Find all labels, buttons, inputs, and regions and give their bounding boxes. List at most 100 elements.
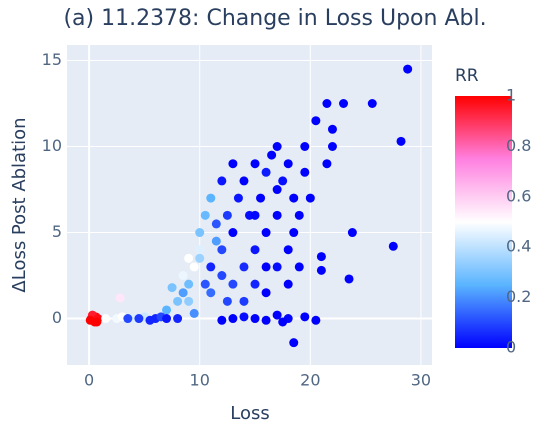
point — [272, 262, 282, 272]
point — [101, 314, 111, 324]
point — [289, 193, 299, 203]
x-tick-label: 10 — [190, 371, 210, 390]
point — [250, 314, 260, 324]
point — [294, 262, 304, 272]
y-tick-label: 5 — [52, 222, 62, 241]
point — [228, 314, 238, 324]
point — [403, 64, 413, 74]
colorbar-tick-label: 0 — [506, 338, 516, 357]
x-tick-label: 20 — [300, 371, 320, 390]
point — [272, 210, 282, 220]
point — [167, 283, 177, 293]
point — [92, 317, 102, 327]
point — [184, 296, 194, 306]
y-tick-label: 15 — [42, 50, 62, 69]
point — [278, 317, 288, 327]
point — [300, 312, 310, 322]
point — [200, 210, 210, 220]
point — [396, 136, 406, 146]
point — [322, 98, 332, 108]
colorbar-tick-label: 0.4 — [506, 237, 531, 256]
point — [294, 210, 304, 220]
point — [217, 315, 227, 325]
plot-area — [67, 45, 432, 365]
point — [261, 315, 271, 325]
point — [184, 253, 194, 263]
point — [300, 142, 310, 152]
point — [206, 193, 216, 203]
colorbar-title: RR — [455, 66, 479, 86]
point — [228, 279, 238, 289]
colorbar-tick-label: 0.2 — [506, 287, 531, 306]
point — [316, 265, 326, 275]
point — [162, 305, 172, 315]
point — [250, 279, 260, 289]
x-tick-label: 30 — [411, 371, 431, 390]
point — [123, 314, 133, 324]
point — [261, 288, 271, 298]
point — [250, 159, 260, 169]
point — [300, 167, 310, 177]
point — [178, 288, 188, 298]
point — [195, 245, 205, 255]
point — [388, 241, 398, 251]
point — [261, 228, 271, 238]
x-axis-title: Loss — [230, 403, 269, 424]
point — [134, 314, 144, 324]
point — [162, 314, 172, 324]
point — [239, 296, 249, 306]
point — [222, 296, 232, 306]
point — [200, 279, 210, 289]
point — [184, 279, 194, 289]
point — [233, 193, 243, 203]
point — [217, 176, 227, 186]
point — [327, 124, 337, 134]
point — [339, 98, 349, 108]
point — [316, 252, 326, 262]
point — [195, 253, 205, 263]
point — [261, 167, 271, 177]
point — [322, 159, 332, 169]
point — [344, 274, 354, 284]
colorbar-tick-label: 0.8 — [506, 136, 531, 155]
point — [189, 308, 199, 318]
colorbar-tick-label: 1 — [506, 86, 516, 105]
point — [211, 236, 221, 246]
point — [239, 176, 249, 186]
point — [250, 245, 260, 255]
y-axis-title: ΔLoss Post Ablation — [9, 117, 30, 292]
point — [195, 228, 205, 238]
point — [272, 185, 282, 195]
point — [261, 262, 271, 272]
point — [217, 245, 227, 255]
chart-title: (a) 11.2378: Change in Loss Upon Abl. — [63, 6, 486, 31]
point — [173, 314, 183, 324]
point — [327, 142, 337, 152]
point — [289, 228, 299, 238]
colorbar-tick-label: 0.6 — [506, 186, 531, 205]
point — [283, 279, 293, 289]
point — [173, 296, 183, 306]
point — [289, 338, 299, 348]
point — [239, 262, 249, 272]
y-tick-label: 0 — [52, 308, 62, 327]
point — [305, 193, 315, 203]
point — [206, 288, 216, 298]
point — [239, 312, 249, 322]
point — [222, 210, 232, 220]
y-tick-label: 10 — [42, 136, 62, 155]
point — [283, 159, 293, 169]
point — [311, 315, 321, 325]
point — [178, 271, 188, 281]
x-tick-label: 0 — [84, 371, 94, 390]
colorbar — [455, 96, 512, 348]
point — [250, 210, 260, 220]
point — [267, 150, 277, 160]
point — [311, 116, 321, 126]
point — [115, 293, 125, 303]
point — [217, 271, 227, 281]
point — [347, 228, 357, 238]
point — [256, 193, 266, 203]
point — [278, 176, 288, 186]
